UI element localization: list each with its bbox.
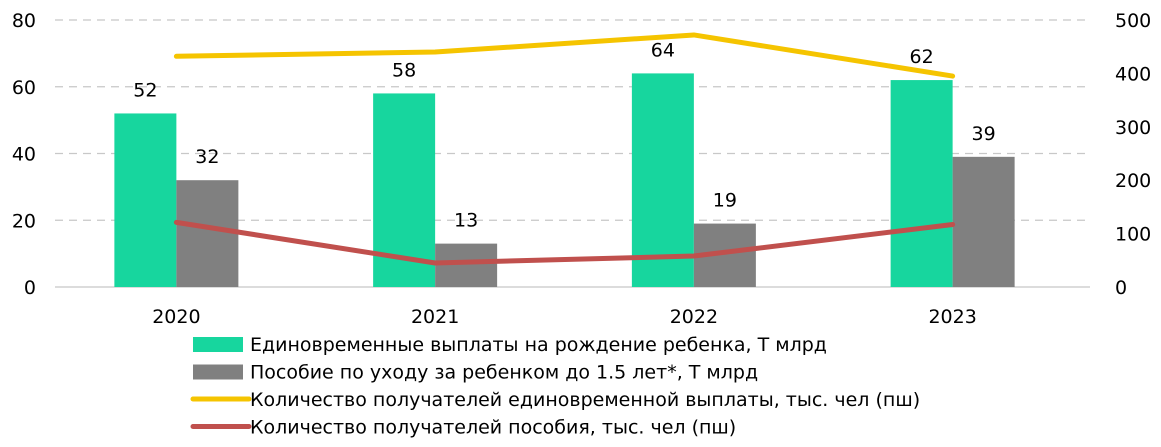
x-tick-label: 2020 [152, 306, 200, 328]
y-left-tick-label: 20 [12, 210, 36, 232]
x-axis: 2020 2021 2022 2023 [152, 306, 977, 328]
bar-birth-payment [114, 113, 177, 287]
bar-series [114, 73, 1015, 288]
y-right-tick-label: 200 [1115, 170, 1151, 192]
data-label: 58 [392, 59, 416, 81]
y-left-tick-label: 80 [12, 10, 36, 32]
data-label: 62 [910, 46, 934, 68]
data-label: 64 [651, 39, 675, 61]
bar-birth-payment [631, 73, 694, 288]
y-right-tick-label: 500 [1115, 10, 1151, 32]
left-axis-ticks: 0 20 40 60 80 [12, 10, 36, 299]
data-labels: 52 58 64 62 32 13 19 39 [133, 39, 995, 231]
data-label: 32 [195, 146, 219, 168]
y-right-tick-label: 0 [1115, 277, 1127, 299]
y-left-tick-label: 60 [12, 77, 36, 99]
x-tick-label: 2022 [670, 306, 718, 328]
y-right-tick-label: 300 [1115, 117, 1151, 139]
line-birth-payment-recipients [173, 32, 956, 79]
y-right-tick-label: 400 [1115, 63, 1151, 85]
data-label: 19 [713, 190, 737, 212]
legend-label: Количество получателей пособия, тыс. чел… [250, 417, 736, 439]
y-left-tick-label: 40 [12, 144, 36, 166]
right-axis-ticks: 0 100 200 300 400 500 [1115, 10, 1151, 299]
data-label: 52 [133, 79, 157, 101]
x-tick-label: 2021 [411, 306, 459, 328]
y-left-tick-label: 0 [24, 277, 36, 299]
legend-label: Количество получателей единовременной вы… [250, 389, 920, 411]
legend-swatch [193, 337, 243, 352]
legend-label: Единовременные выплаты на рождение ребен… [250, 334, 827, 356]
y-right-tick-label: 100 [1115, 224, 1151, 246]
legend-swatch [193, 364, 243, 380]
line-series [173, 32, 956, 266]
legend-label: Пособие по уходу за ребенком до 1.5 лет*… [250, 362, 758, 384]
data-label: 13 [454, 210, 478, 232]
data-label: 39 [972, 123, 996, 145]
line-benefit-recipients [173, 219, 956, 266]
bar-childcare-benefit [435, 243, 498, 287]
x-tick-label: 2023 [928, 306, 976, 328]
bar-birth-payment [890, 80, 953, 287]
bar-childcare-benefit [952, 156, 1015, 287]
bar-childcare-benefit [176, 180, 239, 287]
legend: Единовременные выплаты на рождение ребен… [190, 334, 920, 439]
